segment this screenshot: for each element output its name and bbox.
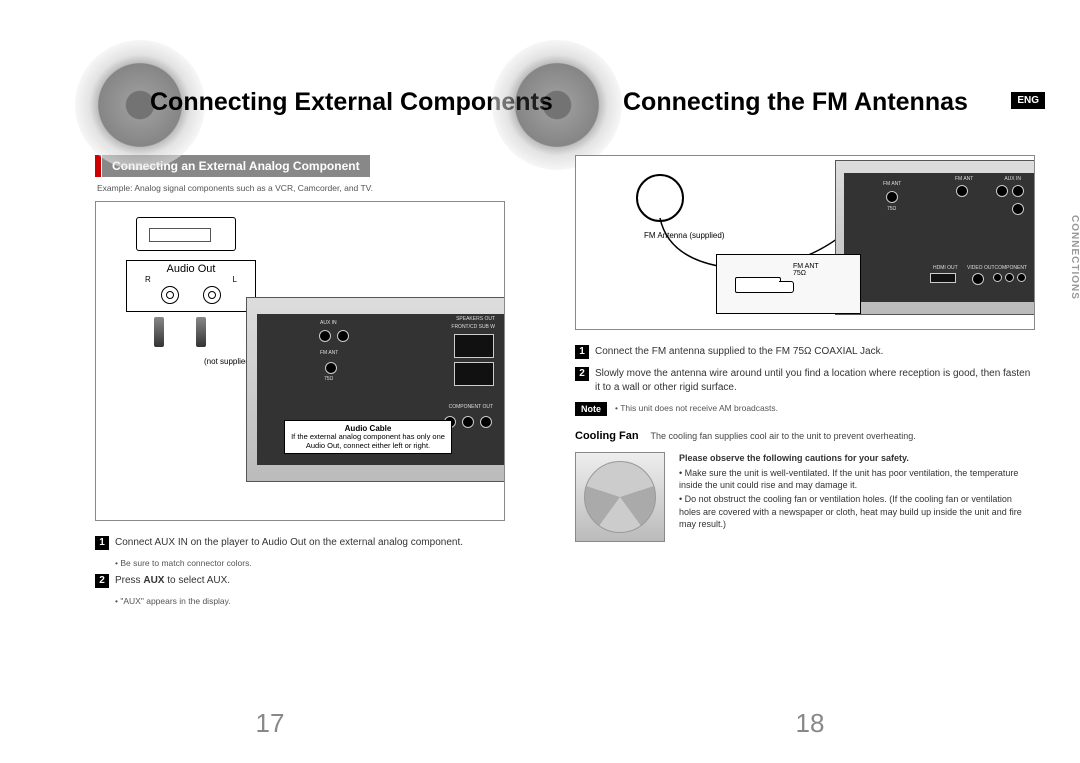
channel-l: L <box>233 275 237 284</box>
step-number: 1 <box>575 345 589 359</box>
hdmi-port <box>930 273 956 283</box>
fm-jack-2 <box>956 185 968 197</box>
cooling-desc: The cooling fan supplies cool air to the… <box>651 430 916 441</box>
caution-text: Please observe the following cautions fo… <box>679 452 1035 542</box>
rear-panel-illustration: FM ANT 75Ω FM ANT AUX IN HDMI OUT VIDEO … <box>835 160 1035 315</box>
section-tab: CONNECTIONS <box>1069 215 1080 300</box>
speaker-terminal <box>454 334 494 358</box>
steps-list: 1 Connect AUX IN on the player to Audio … <box>95 536 505 606</box>
page-number: 17 <box>256 708 285 739</box>
video-jack <box>972 273 984 285</box>
audio-out-panel: Audio Out R L <box>126 260 256 312</box>
aux-jack <box>1012 185 1024 197</box>
caution-heading: Please observe the following cautions fo… <box>679 452 1035 464</box>
caution-list: Make sure the unit is well-ventilated. I… <box>679 467 1035 530</box>
channel-r: R <box>145 275 151 284</box>
port-label-speakers: SPEAKERS OUT <box>455 316 496 322</box>
port-label-hdmi: HDMI OUT <box>932 265 959 271</box>
page-content: Connecting an External Analog Component … <box>95 155 505 606</box>
accent-bar <box>95 155 101 177</box>
fan-illustration <box>575 452 665 542</box>
fm-supplied-label: FM Antenna (supplied) <box>644 231 725 240</box>
aux-jack <box>337 330 349 342</box>
page-17: Connecting External Components Connectin… <box>0 0 540 763</box>
coax-plug <box>735 277 781 293</box>
cooling-label: Cooling Fan <box>575 430 639 442</box>
port-label-ohm: 75Ω <box>323 376 334 382</box>
component-jack <box>480 416 492 428</box>
port-label-auxin: AUX IN <box>1003 176 1022 182</box>
cooling-fan-row: Cooling Fan The cooling fan supplies coo… <box>575 430 1035 442</box>
fm-jack <box>886 191 898 203</box>
zoom-label: FM ANT 75Ω <box>793 263 819 277</box>
page-number: 18 <box>796 708 825 739</box>
caution-item: Make sure the unit is well-ventilated. I… <box>679 467 1035 491</box>
example-text: Example: Analog signal components such a… <box>97 183 505 193</box>
component-jack <box>1017 273 1026 282</box>
speaker-terminal <box>454 362 494 386</box>
port-label-auxin: AUX IN <box>319 320 338 326</box>
note-row: Note This unit does not receive AM broad… <box>575 402 1035 416</box>
manual-spread: Connecting External Components Connectin… <box>0 0 1080 763</box>
fm-jack <box>325 362 337 374</box>
port-label-fmant: FM ANT <box>954 176 974 182</box>
steps-list: 1 Connect the FM antenna supplied to the… <box>575 345 1035 394</box>
caution-item: Do not obstruct the cooling fan or venti… <box>679 493 1035 529</box>
step-text: Press AUX to select AUX. <box>115 574 230 588</box>
component-jack <box>462 416 474 428</box>
port-label-video: VIDEO OUT <box>966 265 996 271</box>
component-jack <box>993 273 1002 282</box>
speaker-decoration <box>492 40 622 170</box>
page-content: FM Antenna (supplied) FM ANT 75Ω FM ANT … <box>575 155 1035 542</box>
port-label-frontsub: FRONT/CD SUB W <box>450 324 496 330</box>
step-number: 2 <box>575 367 589 381</box>
cable-tip-text: If the external analog component has onl… <box>289 433 447 450</box>
note-badge: Note <box>575 402 607 416</box>
step-subtext: Be sure to match connector colors. <box>115 558 505 568</box>
jack-r <box>161 286 179 304</box>
audio-out-label: Audio Out <box>127 263 255 275</box>
step-1: 1 Connect the FM antenna supplied to the… <box>575 345 1035 359</box>
step-1: 1 Connect AUX IN on the player to Audio … <box>95 536 505 550</box>
step-text: Connect the FM antenna supplied to the F… <box>595 345 883 359</box>
step-subtext: "AUX" appears in the display. <box>115 596 505 606</box>
step-2: 2 Press AUX to select AUX. <box>95 574 505 588</box>
zoom-callout: FM ANT 75Ω <box>716 254 861 314</box>
step-number: 2 <box>95 574 109 588</box>
page-title: Connecting the FM Antennas <box>623 88 968 117</box>
step-number: 1 <box>95 536 109 550</box>
port-label-ohm: 75Ω <box>886 206 897 212</box>
language-badge: ENG <box>1011 92 1045 109</box>
port-label-component: COMPONENT OUT <box>448 404 494 410</box>
port-label-fmant: FM ANT <box>319 350 339 356</box>
aux-jack <box>319 330 331 342</box>
step-text: Slowly move the antenna wire around unti… <box>595 367 1035 394</box>
port-label-fmant: FM ANT <box>882 181 902 187</box>
step-2: 2 Slowly move the antenna wire around un… <box>575 367 1035 394</box>
fm-antenna-coil <box>636 174 684 222</box>
note-text: This unit does not receive AM broadcasts… <box>615 402 778 413</box>
connection-diagram: Audio Out R L (not supplied) AUX IN <box>95 201 505 521</box>
lock-icon <box>1012 203 1024 215</box>
page-18: Connecting the FM Antennas ENG CONNECTIO… <box>540 0 1080 763</box>
rca-plug <box>154 317 164 347</box>
fm-antenna-diagram: FM Antenna (supplied) FM ANT 75Ω FM ANT … <box>575 155 1035 330</box>
rear-inner: FM ANT 75Ω FM ANT AUX IN HDMI OUT VIDEO … <box>844 173 1034 302</box>
port-label-component: COMPONENT <box>994 265 1029 271</box>
jack-l <box>203 286 221 304</box>
component-jack <box>1005 273 1014 282</box>
aux-jack <box>996 185 1008 197</box>
vcr-illustration <box>136 217 236 251</box>
step-text: Connect AUX IN on the player to Audio Ou… <box>115 536 463 550</box>
rca-plug <box>196 317 206 347</box>
caution-block: Please observe the following cautions fo… <box>575 452 1035 542</box>
audio-cable-callout: Audio Cable If the external analog compo… <box>284 420 452 454</box>
